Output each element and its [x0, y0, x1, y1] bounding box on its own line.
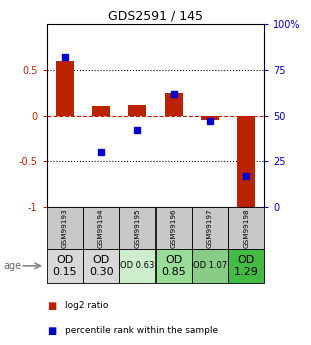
Text: GSM99193: GSM99193 — [62, 208, 68, 248]
Text: GSM99197: GSM99197 — [207, 208, 213, 248]
Bar — [128, 105, 146, 116]
Text: percentile rank within the sample: percentile rank within the sample — [65, 326, 218, 335]
Text: OD
1.29: OD 1.29 — [234, 255, 259, 277]
Text: GSM99198: GSM99198 — [243, 208, 249, 248]
Bar — [92, 106, 110, 116]
Text: GSM99195: GSM99195 — [134, 208, 140, 248]
Text: GSM99194: GSM99194 — [98, 208, 104, 248]
Bar — [165, 93, 183, 116]
Bar — [56, 61, 74, 116]
Title: GDS2591 / 145: GDS2591 / 145 — [108, 10, 203, 23]
Bar — [237, 116, 255, 209]
Text: OD
0.15: OD 0.15 — [53, 255, 77, 277]
Text: GSM99196: GSM99196 — [171, 208, 177, 248]
Bar — [201, 116, 219, 120]
Text: log2 ratio: log2 ratio — [65, 301, 109, 310]
Text: OD 0.63: OD 0.63 — [120, 261, 155, 270]
Text: ■: ■ — [47, 326, 56, 335]
Text: OD 1.07: OD 1.07 — [193, 261, 227, 270]
Text: OD
0.30: OD 0.30 — [89, 255, 114, 277]
Text: ■: ■ — [47, 301, 56, 310]
Text: age: age — [3, 261, 21, 271]
Text: OD
0.85: OD 0.85 — [161, 255, 186, 277]
